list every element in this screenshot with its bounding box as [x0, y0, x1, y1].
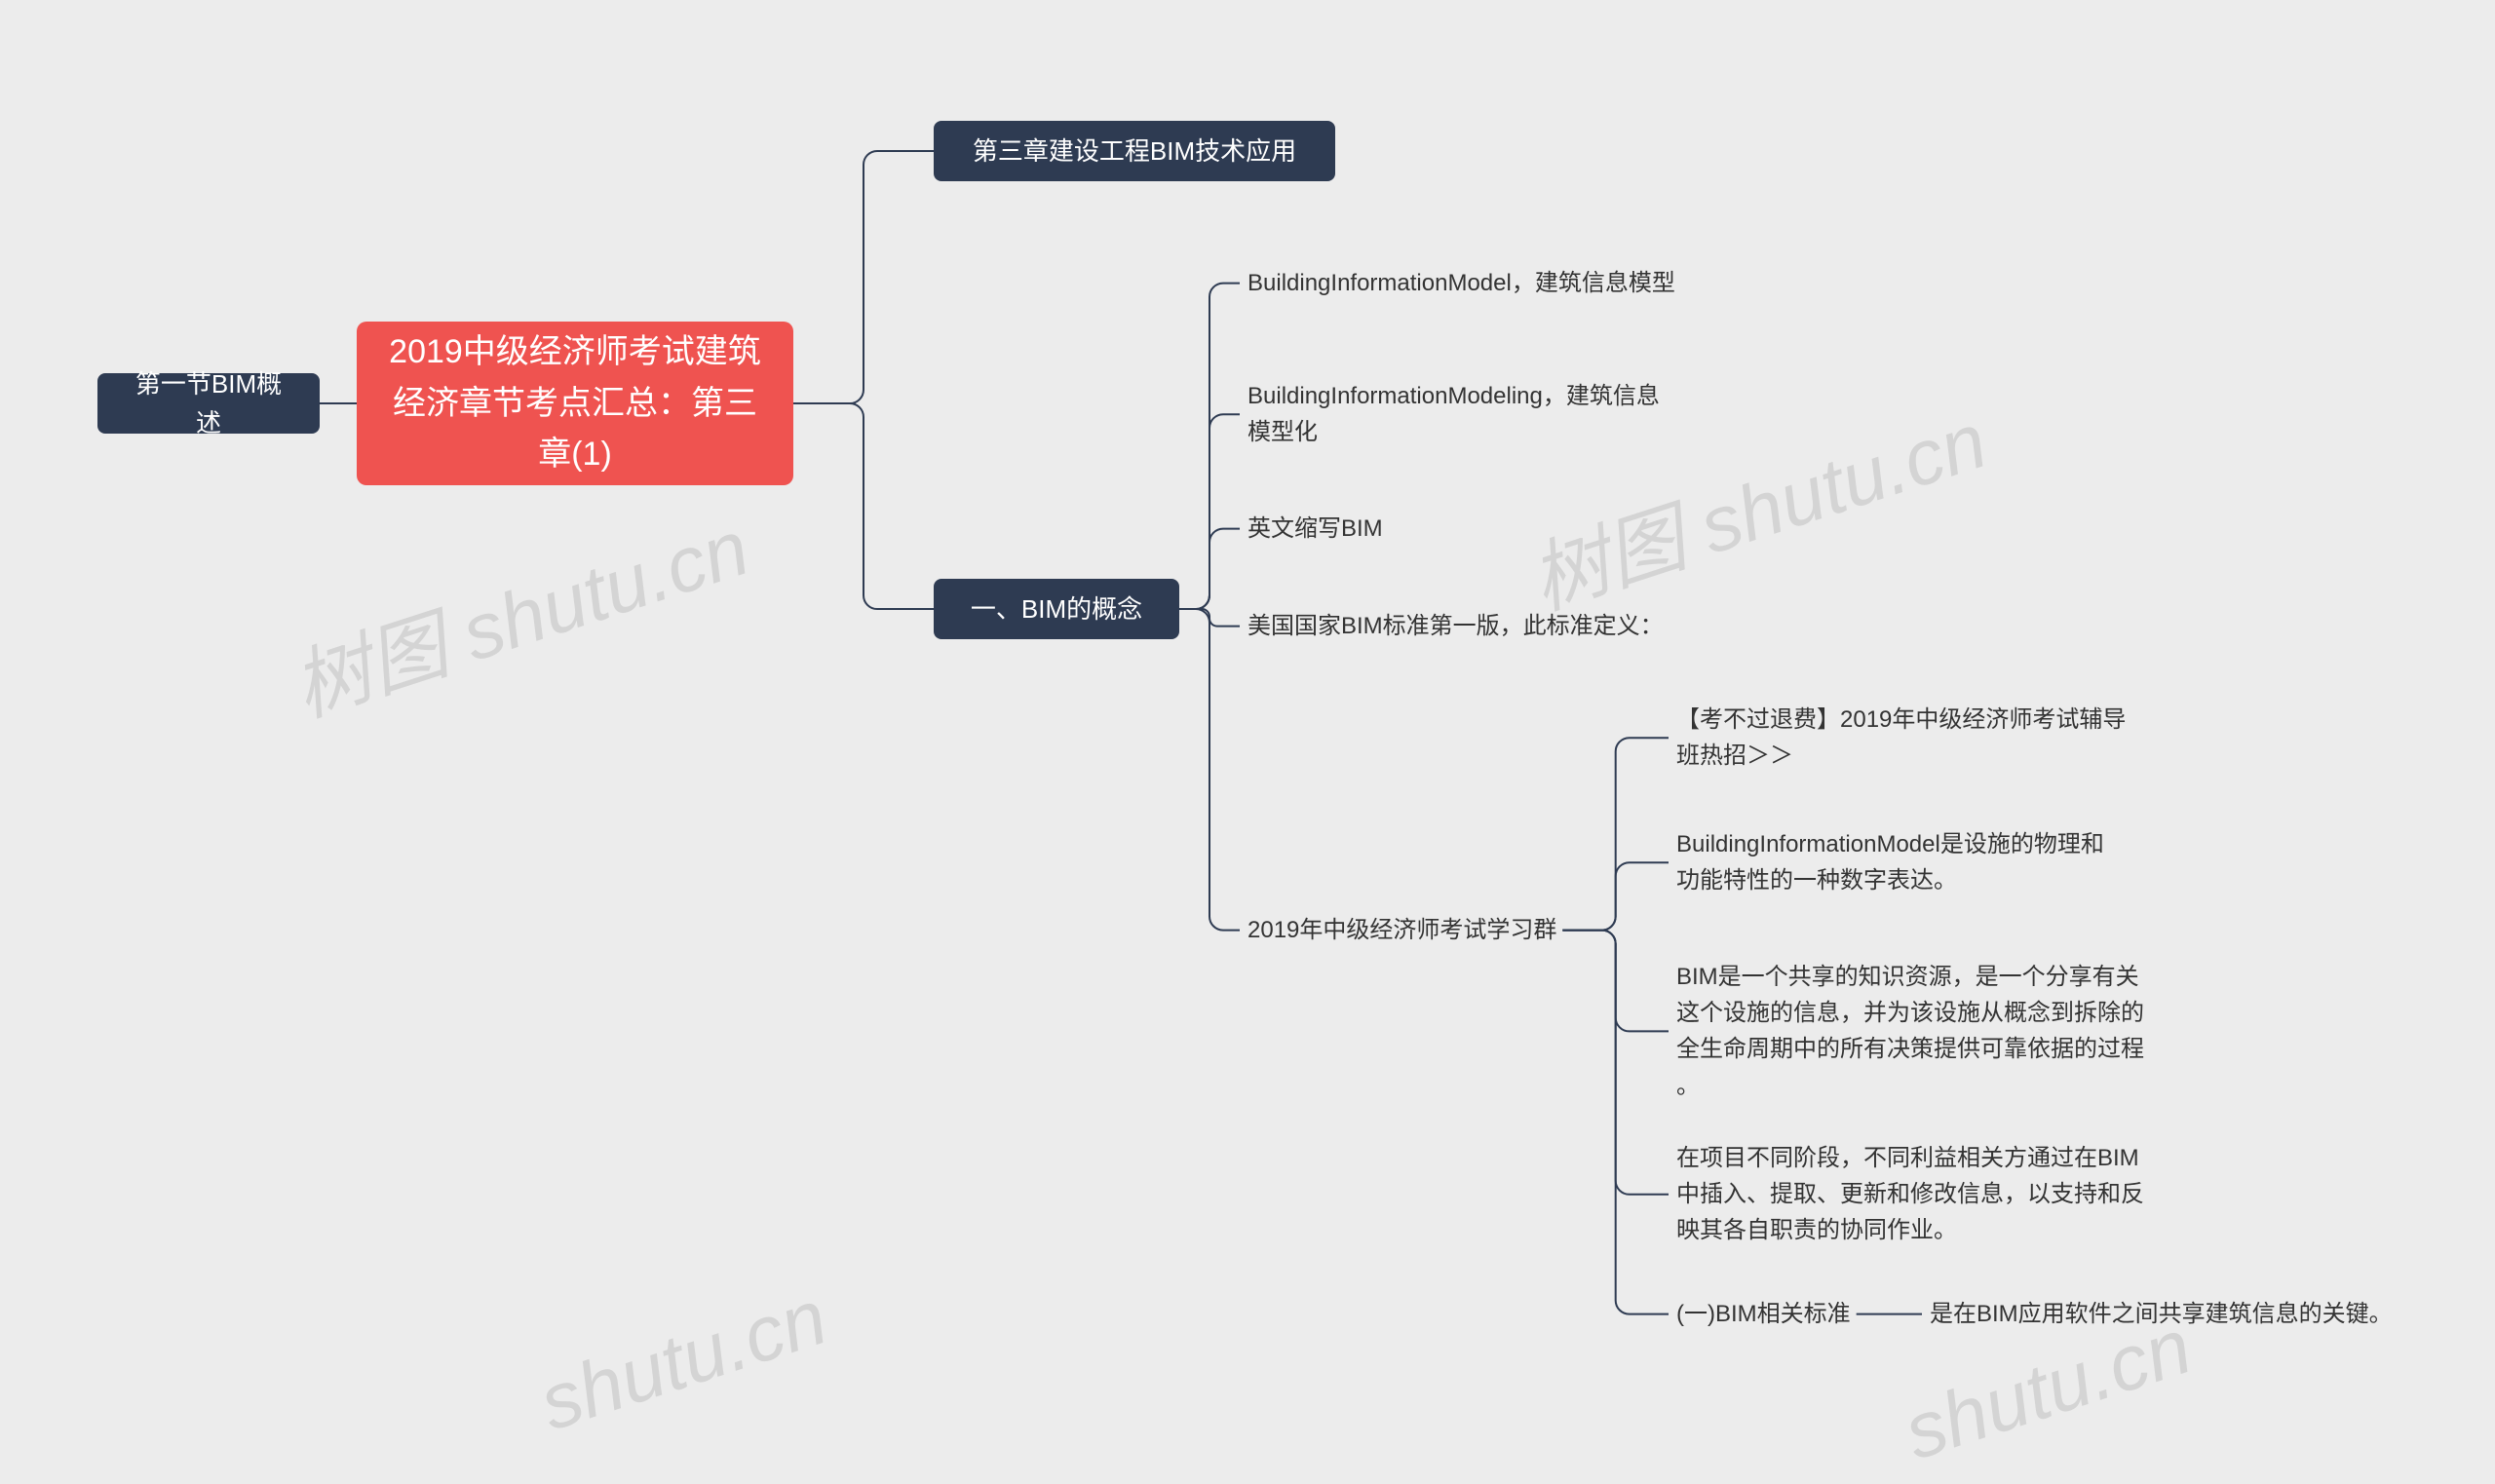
- node-label: 2019中级经济师考试建筑经济章节考点汇总：第三章(1): [378, 326, 772, 480]
- leaf-bim-modeling: BuildingInformationModeling，建筑信息 模型化: [1248, 378, 1660, 450]
- leaf-text: 英文缩写BIM: [1248, 515, 1383, 542]
- leaf-text: 模型化: [1248, 419, 1318, 445]
- leaf-text: 全生命周期中的所有决策提供可靠依据的过程: [1676, 1036, 2144, 1062]
- leaf-text: 在项目不同阶段，不同利益相关方通过在BIM: [1676, 1145, 2139, 1171]
- watermark: shutu.cn: [529, 1273, 837, 1449]
- leaf-text: 班热招＞＞: [1676, 742, 1793, 769]
- node-chapter-3-bim-application: 第三章建设工程BIM技术应用: [934, 121, 1335, 181]
- leaf-text: 。: [1676, 1073, 1700, 1099]
- leaf-text: 2019年中级经济师考试学习群: [1248, 917, 1556, 943]
- leaf-us-bim-standard: 美国国家BIM标准第一版，此标准定义：: [1248, 608, 1664, 644]
- leaf-refund-promo: 【考不过退费】2019年中级经济师考试辅导 班热招＞＞: [1676, 702, 2126, 774]
- leaf-bim-digital-expression: BuildingInformationModel是设施的物理和 功能特性的一种数…: [1676, 826, 2104, 898]
- leaf-text: 映其各自职责的协同作业。: [1676, 1217, 1957, 1243]
- node-label: 第一节BIM概述: [123, 364, 294, 443]
- leaf-text: 是在BIM应用软件之间共享建筑信息的关键。: [1930, 1301, 2393, 1327]
- leaf-text: 这个设施的信息，并为该设施从概念到拆除的: [1676, 1000, 2144, 1026]
- diagram-stage: 树图 shutu.cn 树图 shutu.cn shutu.cn shutu.c…: [0, 0, 2495, 1484]
- node-label: 一、BIM的概念: [971, 590, 1142, 628]
- leaf-study-group: 2019年中级经济师考试学习群: [1248, 912, 1556, 948]
- leaf-bim-abbrev: 英文缩写BIM: [1248, 511, 1383, 547]
- leaf-text: 功能特性的一种数字表达。: [1676, 867, 1957, 894]
- leaf-bim-model: BuildingInformationModel，建筑信息模型: [1248, 265, 1675, 301]
- leaf-text: 美国国家BIM标准第一版，此标准定义：: [1248, 613, 1664, 639]
- leaf-text: 【考不过退费】2019年中级经济师考试辅导: [1676, 706, 2126, 733]
- leaf-bim-shared-resource: BIM是一个共享的知识资源，是一个分享有关 这个设施的信息，并为该设施从概念到拆…: [1676, 959, 2144, 1104]
- leaf-bim-stakeholders: 在项目不同阶段，不同利益相关方通过在BIM 中插入、提取、更新和修改信息，以支持…: [1676, 1140, 2144, 1249]
- leaf-text: BuildingInformationModel是设施的物理和: [1676, 831, 2104, 857]
- leaf-text: (一)BIM相关标准: [1676, 1301, 1851, 1327]
- leaf-text: BIM是一个共享的知识资源，是一个分享有关: [1676, 964, 2139, 990]
- leaf-text: 中插入、提取、更新和修改信息，以支持和反: [1676, 1181, 2144, 1207]
- node-bim-concept: 一、BIM的概念: [934, 579, 1179, 639]
- leaf-text: BuildingInformationModel，建筑信息模型: [1248, 270, 1675, 296]
- leaf-bim-related-standard: (一)BIM相关标准: [1676, 1296, 1851, 1332]
- watermark: 树图 shutu.cn: [277, 485, 761, 739]
- node-label: 第三章建设工程BIM技术应用: [973, 132, 1296, 171]
- node-section-1-bim-overview: 第一节BIM概述: [97, 373, 320, 434]
- leaf-bim-standard-key: 是在BIM应用软件之间共享建筑信息的关键。: [1930, 1296, 2393, 1332]
- node-root-title: 2019中级经济师考试建筑经济章节考点汇总：第三章(1): [357, 322, 793, 485]
- leaf-text: BuildingInformationModeling，建筑信息: [1248, 383, 1660, 409]
